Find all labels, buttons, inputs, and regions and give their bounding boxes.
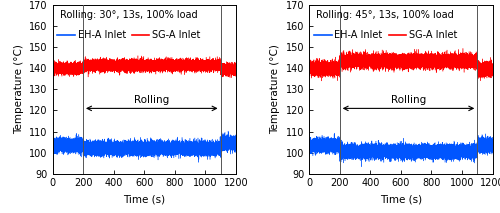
Text: Rolling: 30°, 13s, 100% load: Rolling: 30°, 13s, 100% load	[60, 10, 198, 20]
Text: Rolling: Rolling	[134, 95, 170, 105]
Y-axis label: Temperature (°C): Temperature (°C)	[14, 45, 24, 134]
Legend: EH-A Inlet, SG-A Inlet: EH-A Inlet, SG-A Inlet	[314, 30, 458, 40]
X-axis label: Time (s): Time (s)	[380, 194, 422, 204]
Y-axis label: Temperature (°C): Temperature (°C)	[270, 45, 280, 134]
X-axis label: Time (s): Time (s)	[123, 194, 165, 204]
Legend: EH-A Inlet, SG-A Inlet: EH-A Inlet, SG-A Inlet	[58, 30, 201, 40]
Text: Rolling: Rolling	[391, 95, 426, 105]
Text: Rolling: 45°, 13s, 100% load: Rolling: 45°, 13s, 100% load	[316, 10, 454, 20]
